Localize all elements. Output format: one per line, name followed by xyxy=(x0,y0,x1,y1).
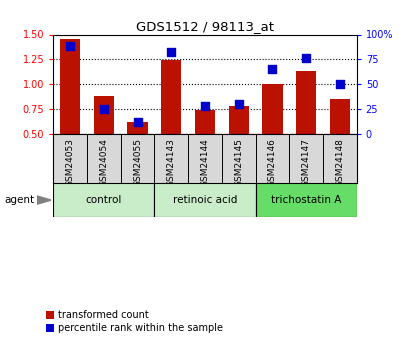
Bar xyxy=(329,99,349,135)
Text: GSM24053: GSM24053 xyxy=(65,138,74,187)
Text: agent: agent xyxy=(4,195,34,205)
Text: retinoic acid: retinoic acid xyxy=(172,195,237,205)
Point xyxy=(100,107,107,112)
Bar xyxy=(228,107,248,135)
Text: control: control xyxy=(85,195,122,205)
Point xyxy=(336,82,342,87)
Bar xyxy=(262,85,282,135)
Text: GSM24055: GSM24055 xyxy=(133,138,142,187)
Text: GSM24054: GSM24054 xyxy=(99,138,108,187)
Text: GSM24146: GSM24146 xyxy=(267,138,276,187)
Text: GSM24148: GSM24148 xyxy=(335,138,344,187)
Point xyxy=(134,120,141,125)
Bar xyxy=(161,60,181,135)
Text: trichostatin A: trichostatin A xyxy=(270,195,340,205)
Text: GSM24143: GSM24143 xyxy=(166,138,175,187)
Polygon shape xyxy=(37,196,51,204)
Bar xyxy=(154,183,255,217)
Bar xyxy=(255,183,356,217)
Bar xyxy=(94,97,114,135)
Bar xyxy=(295,71,315,135)
Point xyxy=(168,50,174,55)
Text: GSM24145: GSM24145 xyxy=(234,138,243,187)
Bar xyxy=(127,122,147,135)
Point xyxy=(268,67,275,72)
Text: GSM24144: GSM24144 xyxy=(200,138,209,187)
Bar xyxy=(60,39,80,135)
Bar xyxy=(194,110,215,135)
Point xyxy=(302,56,309,61)
Legend: transformed count, percentile rank within the sample: transformed count, percentile rank withi… xyxy=(46,310,223,333)
Point xyxy=(67,44,73,49)
Title: GDS1512 / 98113_at: GDS1512 / 98113_at xyxy=(136,20,273,33)
Point xyxy=(201,104,208,109)
Point xyxy=(235,102,241,107)
Bar xyxy=(53,183,154,217)
Text: GSM24147: GSM24147 xyxy=(301,138,310,187)
